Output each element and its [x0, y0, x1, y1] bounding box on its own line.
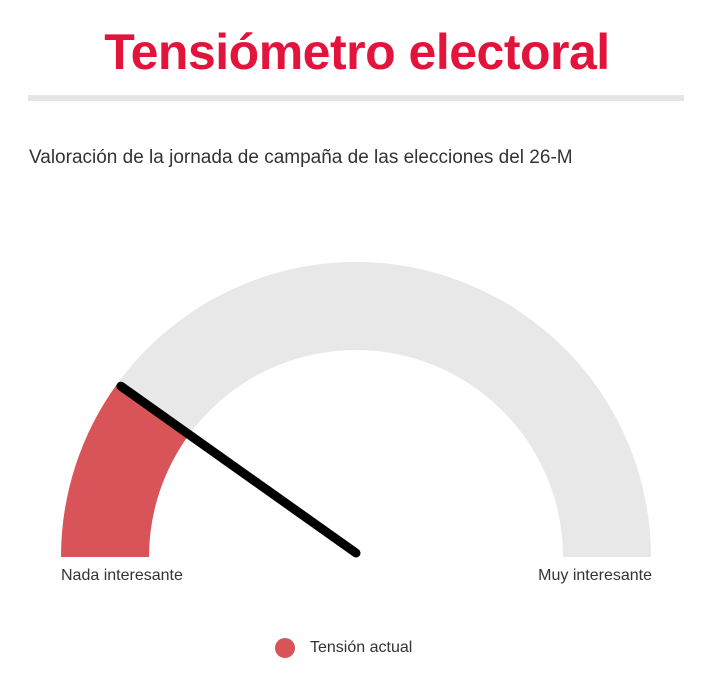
page-title: Tensiómetro electoral: [104, 24, 610, 80]
gauge-needle: [116, 381, 361, 558]
legend-label: Tensión actual: [310, 639, 413, 656]
chart-subtitle: Valoración de la jornada de campaña de l…: [29, 147, 573, 168]
gauge-max-label: Muy interesante: [538, 567, 652, 584]
chart-legend: Tensión actual: [275, 638, 412, 658]
gauge-value-fill: [61, 383, 189, 557]
legend-swatch: [275, 638, 295, 658]
title-divider: [28, 95, 684, 101]
gauge-min-label: Nada interesante: [61, 567, 183, 584]
gauge-track: [61, 262, 651, 557]
